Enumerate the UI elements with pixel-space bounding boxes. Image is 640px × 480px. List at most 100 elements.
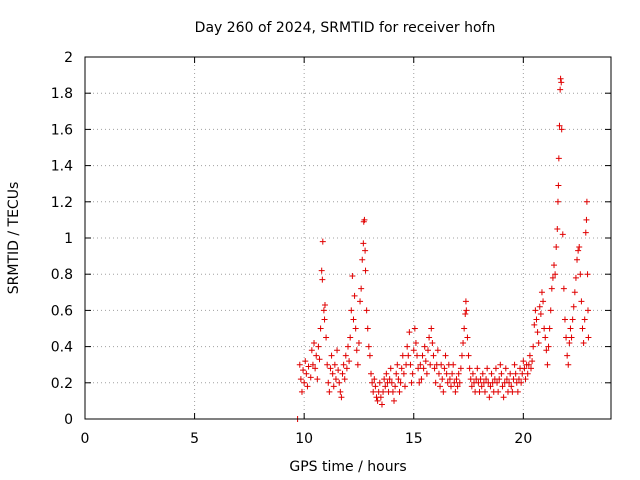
data-point xyxy=(327,365,334,372)
data-point xyxy=(544,361,551,368)
data-point xyxy=(537,311,544,318)
data-point xyxy=(347,334,354,341)
data-point xyxy=(362,267,369,274)
data-point xyxy=(383,370,390,377)
data-point xyxy=(414,352,421,359)
x-axis-label: GPS time / hours xyxy=(289,459,406,475)
data-point xyxy=(411,325,418,332)
data-point xyxy=(360,240,367,247)
data-point xyxy=(395,376,402,383)
data-point xyxy=(304,383,311,390)
data-point xyxy=(566,339,573,346)
data-point xyxy=(371,376,378,383)
y-tick-label: 0.8 xyxy=(51,267,73,283)
data-point xyxy=(412,339,419,346)
data-point xyxy=(575,247,582,254)
data-point xyxy=(368,370,375,377)
data-point xyxy=(526,352,533,359)
data-point xyxy=(326,388,333,395)
y-tick-label: 0.4 xyxy=(51,340,73,356)
data-point xyxy=(319,276,326,283)
data-point xyxy=(519,370,526,377)
x-tick-label: 10 xyxy=(295,431,313,447)
data-point xyxy=(462,298,469,305)
data-point xyxy=(435,370,442,377)
data-point xyxy=(449,370,456,377)
data-point xyxy=(391,397,398,404)
data-point xyxy=(381,376,388,383)
data-point xyxy=(321,301,328,308)
data-point xyxy=(534,329,541,336)
data-point xyxy=(532,307,539,314)
data-point xyxy=(309,361,316,368)
data-point xyxy=(506,379,513,386)
data-point xyxy=(424,347,431,354)
axis-ticks: 00.20.40.60.811.21.41.61.820 5 10 15 20 xyxy=(51,50,611,447)
data-point xyxy=(486,394,493,401)
data-point xyxy=(331,361,338,368)
data-point xyxy=(349,273,356,280)
data-point xyxy=(325,379,332,386)
data-point xyxy=(476,388,483,395)
data-point xyxy=(574,256,581,263)
data-point xyxy=(305,363,312,370)
data-point xyxy=(467,376,474,383)
data-point xyxy=(401,383,408,390)
data-point xyxy=(432,379,439,386)
data-point xyxy=(462,311,469,318)
data-point xyxy=(366,352,373,359)
y-tick-label: 1.8 xyxy=(51,86,73,102)
data-point xyxy=(408,379,415,386)
data-point xyxy=(324,361,331,368)
data-point xyxy=(514,388,521,395)
data-point xyxy=(339,370,346,377)
data-point xyxy=(363,307,370,314)
data-point xyxy=(522,376,529,383)
data-point xyxy=(509,388,516,395)
data-point xyxy=(361,216,368,223)
data-point xyxy=(559,231,566,238)
data-point xyxy=(577,271,584,278)
data-point xyxy=(446,376,453,383)
data-point xyxy=(421,343,428,350)
data-point xyxy=(569,316,576,323)
data-point xyxy=(500,394,507,401)
data-point xyxy=(392,383,399,390)
data-point xyxy=(409,370,416,377)
y-tick-label: 2 xyxy=(64,50,73,66)
data-point xyxy=(298,388,305,395)
data-point xyxy=(394,361,401,368)
data-point xyxy=(564,352,571,359)
data-point xyxy=(387,365,394,372)
data-point xyxy=(415,365,422,372)
data-point xyxy=(323,334,330,341)
y-tick-label: 0.2 xyxy=(51,376,73,392)
data-point xyxy=(396,388,403,395)
data-point xyxy=(507,370,514,377)
data-point xyxy=(378,401,385,408)
data-point xyxy=(357,298,364,305)
data-point xyxy=(311,339,318,346)
data-point xyxy=(535,339,542,346)
data-point xyxy=(578,298,585,305)
data-point xyxy=(469,370,476,377)
data-point xyxy=(511,361,518,368)
data-point xyxy=(554,198,561,205)
data-point xyxy=(407,361,414,368)
data-point xyxy=(353,347,360,354)
data-point xyxy=(365,343,372,350)
data-point xyxy=(308,347,315,354)
data-point xyxy=(556,122,563,129)
chart-title: Day 260 of 2024, SRMTID for receiver hof… xyxy=(195,20,496,36)
data-point xyxy=(386,376,393,383)
data-point xyxy=(297,376,304,383)
data-point xyxy=(536,303,543,310)
data-point xyxy=(529,358,536,365)
data-point xyxy=(419,352,426,359)
data-point xyxy=(468,383,475,390)
data-point xyxy=(475,379,482,386)
data-point xyxy=(448,383,455,390)
data-point xyxy=(508,383,515,390)
data-point xyxy=(416,379,423,386)
